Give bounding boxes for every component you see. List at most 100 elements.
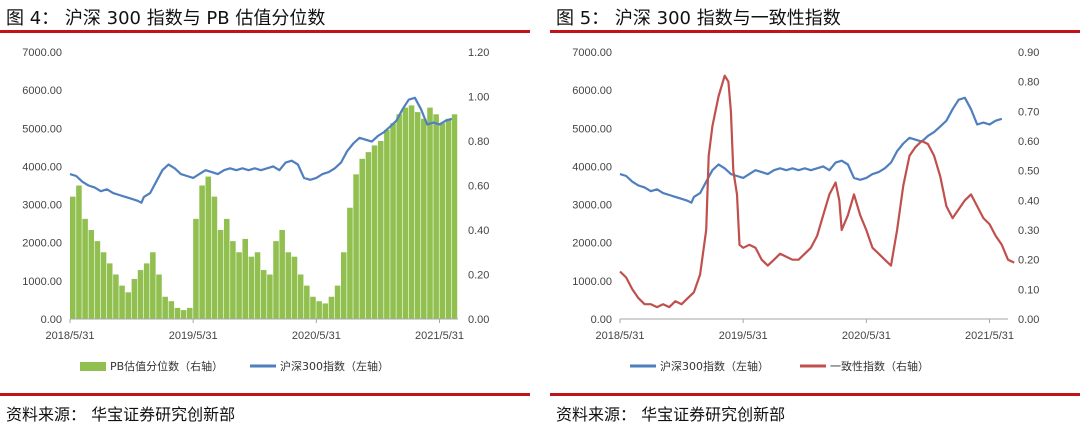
bar <box>187 307 193 319</box>
bar <box>82 218 88 319</box>
bar <box>408 105 415 320</box>
y-left-tick-label: 3000.00 <box>22 200 62 212</box>
line-series <box>619 74 1015 309</box>
bar <box>217 230 224 319</box>
bar <box>211 196 218 319</box>
y-right-tick-label: 0.00 <box>468 314 489 326</box>
y-left-tick-label: 1000.00 <box>22 276 62 288</box>
y-left-tick-label: 3000.00 <box>572 200 612 212</box>
bar <box>427 107 433 319</box>
y-right-tick-label: 0.00 <box>1018 314 1039 326</box>
bar <box>310 296 316 319</box>
bar <box>205 176 212 319</box>
bar <box>285 252 292 319</box>
bar <box>322 303 329 319</box>
y-left-tick-label: 5000.00 <box>572 123 612 135</box>
bar <box>316 301 322 319</box>
y-right-tick-label: 0.20 <box>1018 255 1039 267</box>
bar <box>377 141 384 319</box>
bar <box>340 252 347 319</box>
figure-4-panel: 图 4： 沪深 300 指数与 PB 估值分位数 7000.00 6000.00 5… <box>0 0 530 428</box>
y-left-tick-label: 6000.00 <box>572 85 612 97</box>
bar <box>365 152 372 319</box>
bar <box>143 263 150 319</box>
y-left-tick-label: 5000.00 <box>22 123 62 135</box>
bar <box>291 256 298 319</box>
x-tick-label: 2020/5/31 <box>842 330 891 342</box>
bar <box>445 118 452 319</box>
x-tick-label: 2021/5/31 <box>965 330 1014 342</box>
source-note: 资料来源： 华宝证券研究创新部 <box>6 405 236 424</box>
y-right-tick-label: 0.30 <box>1018 225 1039 237</box>
bar <box>328 296 335 319</box>
footer-rule <box>0 393 530 396</box>
y-left-tick-label: 4000.00 <box>22 161 62 173</box>
bar <box>168 301 175 319</box>
y-right-tick-label: 0.80 <box>1018 77 1039 89</box>
figure-title: 图 4： 沪深 300 指数与 PB 估值分位数 <box>6 8 326 29</box>
bar <box>242 238 249 319</box>
consistency-index-chart: 7000.00 6000.00 5000.00 4000.00 3000.00 2000.… <box>572 47 1039 373</box>
bar <box>223 218 230 319</box>
bar <box>334 285 341 319</box>
y-right-tick-label: 1.20 <box>468 47 489 59</box>
bar <box>396 114 402 319</box>
bar <box>254 252 261 319</box>
figure-title: 图 5： 沪深 300 指数与一致性指数 <box>556 8 841 29</box>
bar <box>88 230 95 319</box>
legend-swatch <box>80 362 106 371</box>
y-left-tick-label: 1000.00 <box>572 276 612 288</box>
x-tick-label: 2018/5/31 <box>46 330 95 342</box>
bar <box>279 230 285 319</box>
y-left-tick-label: 0.00 <box>591 314 612 326</box>
bar <box>113 274 119 319</box>
y-right-tick-label: 0.50 <box>1018 166 1039 178</box>
bar <box>439 123 446 319</box>
title-rule <box>0 30 530 33</box>
bar <box>236 252 242 319</box>
y-right-tick-label: 0.80 <box>468 136 489 148</box>
y-left-tick-label: 2000.00 <box>572 238 612 250</box>
bar <box>70 196 76 319</box>
y-right-tick-label: 0.60 <box>468 181 489 193</box>
bar <box>451 114 458 319</box>
footer-rule <box>550 393 1080 396</box>
y-left-tick-label: 0.00 <box>41 314 62 326</box>
bar <box>347 207 353 319</box>
y-right-tick-label: 0.10 <box>1018 284 1039 296</box>
bar <box>273 241 279 319</box>
legend-label: 一致性指数（右轴） <box>830 359 929 373</box>
bar <box>106 263 113 319</box>
line-series <box>619 96 1003 204</box>
bar <box>156 274 162 319</box>
bar <box>125 292 131 319</box>
pb-percentile-chart: 7000.00 6000.00 5000.00 4000.00 3000.00 2000.… <box>22 47 489 373</box>
source-note: 资料来源： 华宝证券研究创新部 <box>556 405 786 424</box>
x-tick-label: 2019/5/31 <box>169 330 218 342</box>
title-rule <box>550 30 1080 33</box>
y-left-tick-label: 2000.00 <box>22 238 62 250</box>
bar <box>384 129 390 319</box>
y-left-tick-label: 7000.00 <box>572 47 612 59</box>
bar <box>199 185 205 319</box>
y-right-tick-label: 0.70 <box>1018 106 1039 118</box>
y-left-tick-label: 4000.00 <box>572 161 612 173</box>
x-tick-label: 2021/5/31 <box>415 330 464 342</box>
figure-5-panel: 图 5： 沪深 300 指数与一致性指数 7000.00 6000.00 5000.… <box>550 0 1080 428</box>
bar <box>248 256 255 319</box>
bar <box>433 114 439 319</box>
y-right-tick-label: 0.60 <box>1018 136 1039 148</box>
bar <box>119 285 125 319</box>
y-right-tick-label: 0.20 <box>468 270 489 282</box>
bar <box>131 278 138 319</box>
bar <box>267 274 273 319</box>
legend-label: 沪深300指数（左轴） <box>660 359 769 373</box>
bar <box>304 285 310 319</box>
bar-series <box>70 105 458 320</box>
legend-label: 沪深300指数（左轴） <box>280 359 389 373</box>
bar <box>230 241 236 319</box>
line-series <box>69 96 453 204</box>
y-left-tick-label: 7000.00 <box>22 47 62 59</box>
x-tick-label: 2020/5/31 <box>292 330 341 342</box>
y-right-tick-label: 0.90 <box>1018 47 1039 59</box>
